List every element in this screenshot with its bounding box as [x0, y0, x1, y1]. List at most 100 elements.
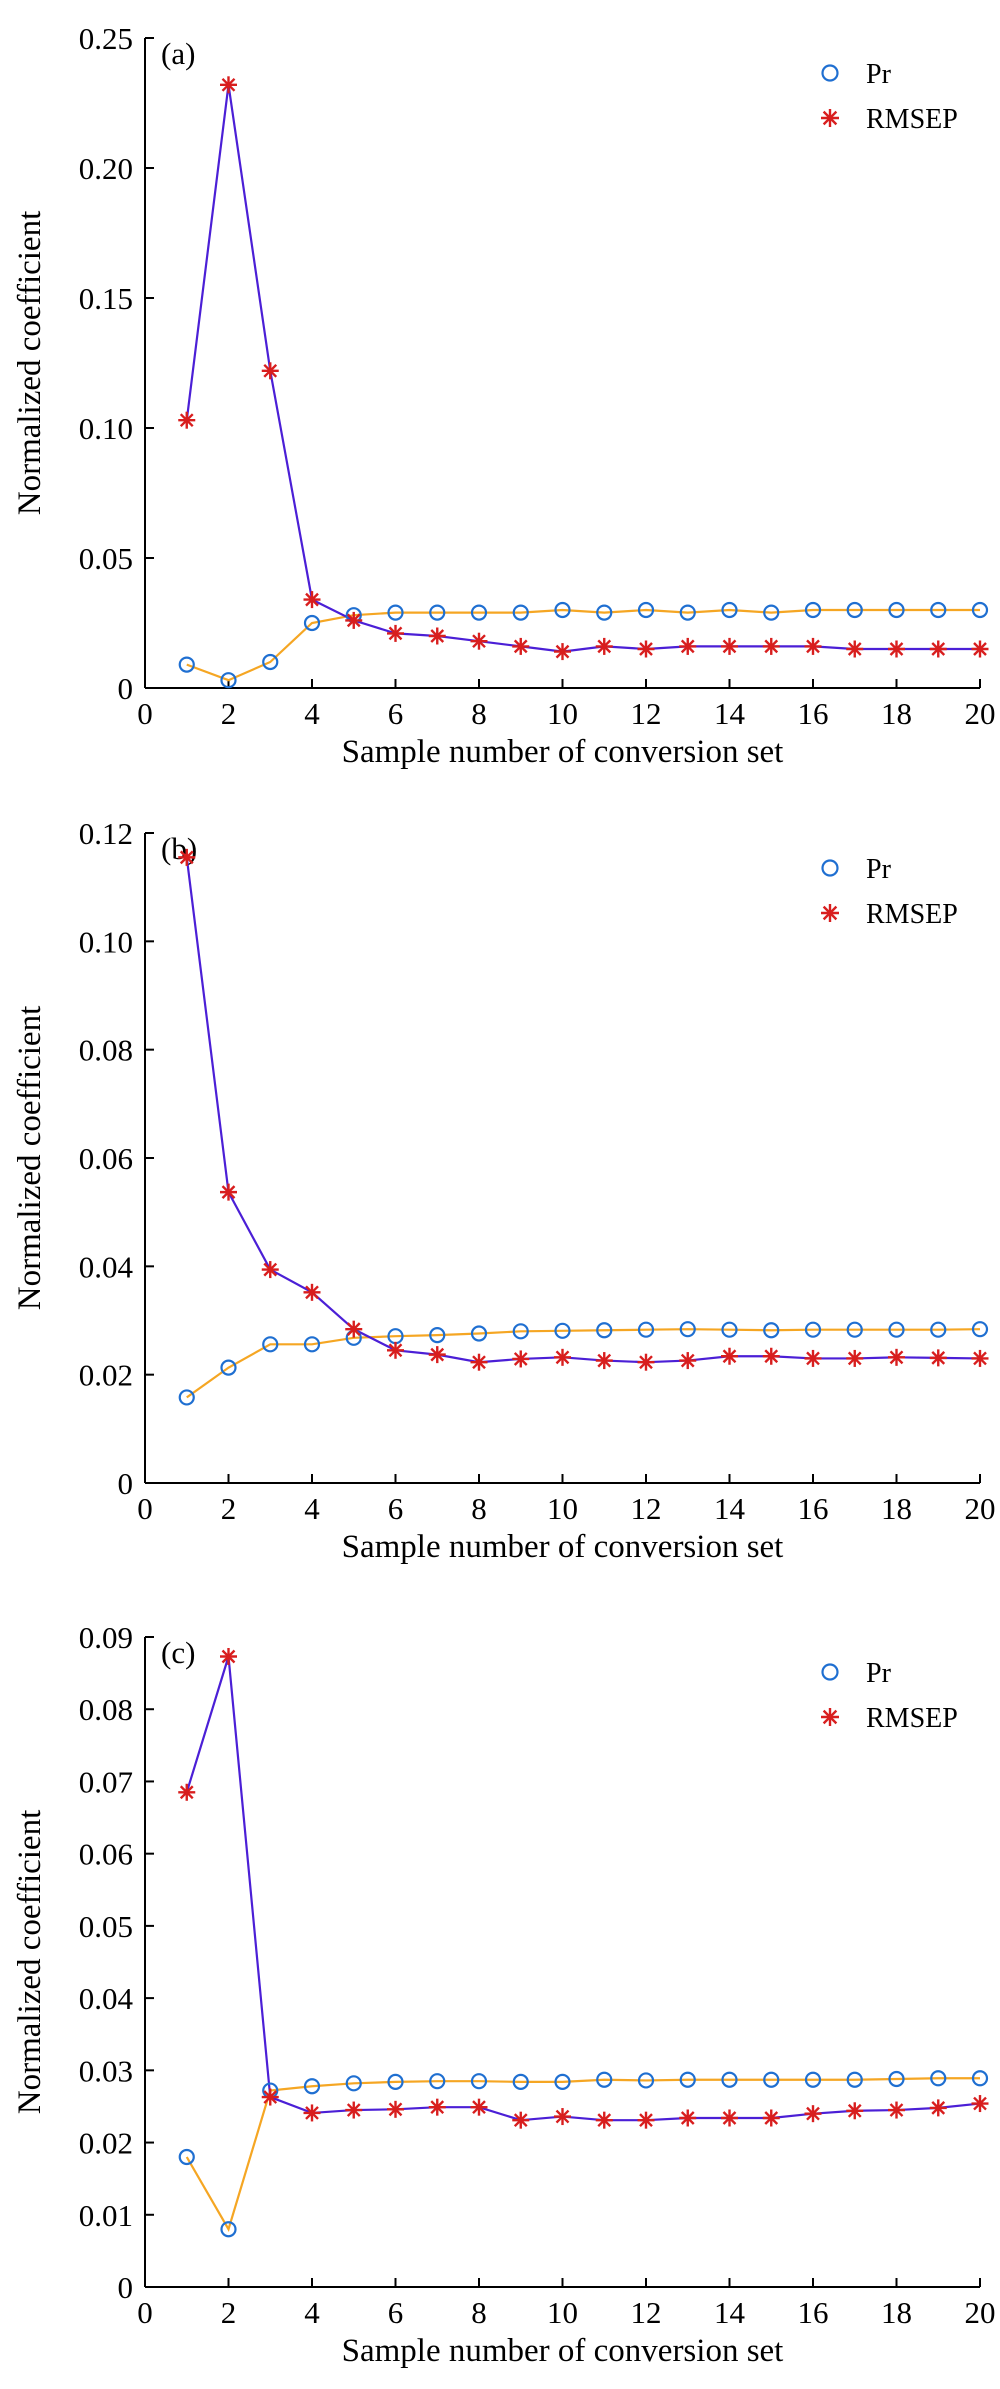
data-point-rmsep — [554, 643, 571, 661]
data-point-pr — [387, 604, 404, 621]
y-axis-label: Normalized coefficient — [12, 1006, 48, 1311]
data-point-pr — [637, 2072, 655, 2089]
legend-label-pr: Pr — [866, 854, 892, 885]
x-tick-label: 6 — [388, 696, 404, 731]
data-point-rmsep — [387, 1341, 404, 1359]
data-point-rmsep — [721, 637, 738, 655]
x-tick-label: 6 — [388, 1491, 404, 1526]
data-point-rmsep — [888, 2101, 905, 2119]
data-point-pr — [303, 1336, 321, 1353]
y-tick-label: 0.25 — [79, 21, 133, 56]
x-tick-label: 8 — [471, 696, 487, 731]
data-point-pr — [470, 1325, 488, 1342]
data-point-rmsep — [303, 2104, 321, 2122]
data-point-rmsep — [595, 1352, 613, 1370]
data-point-rmsep — [554, 1348, 571, 1366]
x-tick-label: 2 — [221, 1491, 237, 1526]
data-point-rmsep — [929, 1349, 947, 1367]
x-tick-label: 8 — [471, 1491, 487, 1526]
data-point-rmsep — [679, 2109, 697, 2127]
data-point-pr — [846, 1321, 863, 1338]
data-point-rmsep — [178, 848, 196, 866]
data-point-rmsep — [721, 1347, 738, 1365]
y-tick-label: 0.06 — [79, 1837, 133, 1872]
data-point-rmsep — [428, 1346, 446, 1364]
data-point-rmsep — [261, 1261, 279, 1279]
y-tick-label: 0.10 — [79, 411, 133, 446]
data-point-pr — [596, 604, 613, 621]
data-point-rmsep — [428, 2098, 446, 2116]
data-point-pr — [888, 1321, 905, 1338]
data-point-rmsep — [470, 1353, 488, 1371]
data-point-pr — [554, 601, 571, 619]
x-tick-label: 10 — [547, 2295, 578, 2330]
data-point-pr — [262, 1336, 279, 1353]
data-point-pr — [930, 1321, 947, 1338]
legend-label-rmsep: RMSEP — [866, 899, 958, 930]
legend-marker-pr — [821, 64, 839, 82]
data-point-rmsep — [846, 1349, 864, 1367]
x-tick-label: 10 — [547, 696, 578, 731]
data-point-pr — [721, 2071, 738, 2088]
y-tick-label: 0.10 — [79, 924, 133, 959]
data-point-pr — [846, 2071, 863, 2088]
data-point-rmsep — [929, 2099, 947, 2117]
series-line-rmsep — [185, 857, 981, 1364]
data-point-rmsep — [512, 1350, 530, 1368]
data-point-rmsep — [470, 632, 488, 650]
y-axis-label: Normalized coefficient — [12, 211, 48, 516]
series-line-rmsep — [185, 1656, 981, 2122]
y-tick-label: 0.09 — [79, 1620, 133, 1655]
x-tick-label: 0 — [137, 696, 153, 731]
data-point-rmsep — [178, 411, 196, 429]
data-point-pr — [429, 1327, 446, 1344]
y-tick-label: 0.08 — [79, 1033, 133, 1068]
data-point-rmsep — [888, 640, 905, 658]
data-point-rmsep — [178, 1783, 196, 1801]
x-tick-label: 10 — [547, 1491, 578, 1526]
legend-label-rmsep: RMSEP — [866, 104, 958, 135]
data-point-rmsep — [888, 1348, 905, 1366]
x-tick-label: 16 — [798, 2295, 829, 2330]
data-point-rmsep — [971, 2095, 989, 2113]
x-tick-label: 12 — [631, 2295, 662, 2330]
x-axis-label: Sample number of conversion set — [342, 2333, 784, 2369]
data-point-pr — [637, 1321, 655, 1338]
chart-panel-c: 0 0.01 0.02 0.03 0.04 0.05 0.06 0.07 0.08 0.09 0 2 4… — [12, 1620, 996, 2369]
y-tick-label: 0.06 — [79, 1141, 133, 1176]
legend-label-pr: Pr — [866, 1658, 892, 1689]
data-point-rmsep — [345, 2101, 363, 2119]
data-point-pr — [930, 2070, 947, 2087]
data-point-rmsep — [387, 2100, 404, 2118]
x-tick-label: 4 — [304, 2295, 320, 2330]
data-point-pr — [721, 1321, 738, 1338]
x-tick-label: 14 — [714, 2295, 746, 2330]
data-point-pr — [178, 2148, 195, 2166]
data-point-rmsep — [971, 1349, 989, 1367]
data-point-pr — [596, 1322, 613, 1339]
y-tick-label: 0.05 — [79, 1909, 133, 1944]
legend-label-rmsep: RMSEP — [866, 1703, 958, 1734]
series-line-rmsep — [185, 84, 980, 653]
data-point-pr — [971, 601, 989, 619]
x-tick-label: 12 — [631, 696, 662, 731]
legend-marker-pr — [821, 1663, 839, 1681]
x-tick-label: 2 — [221, 696, 237, 731]
data-point-pr — [971, 2070, 989, 2087]
x-tick-label: 0 — [137, 2295, 153, 2330]
data-point-pr — [763, 604, 780, 621]
data-point-pr — [971, 1321, 989, 1338]
data-point-rmsep — [804, 637, 822, 655]
data-point-pr — [554, 2073, 571, 2090]
series-line-pr — [185, 2077, 980, 2232]
data-point-rmsep — [721, 2109, 738, 2127]
data-point-pr — [303, 614, 321, 632]
legend-marker-rmsep — [821, 904, 839, 922]
data-point-rmsep — [762, 2109, 780, 2127]
data-point-pr — [721, 601, 738, 619]
panel-label: (a) — [161, 36, 195, 71]
data-point-pr — [429, 604, 446, 621]
data-point-pr — [178, 656, 195, 673]
data-point-rmsep — [554, 2108, 571, 2126]
panel-label: (c) — [161, 1635, 195, 1670]
